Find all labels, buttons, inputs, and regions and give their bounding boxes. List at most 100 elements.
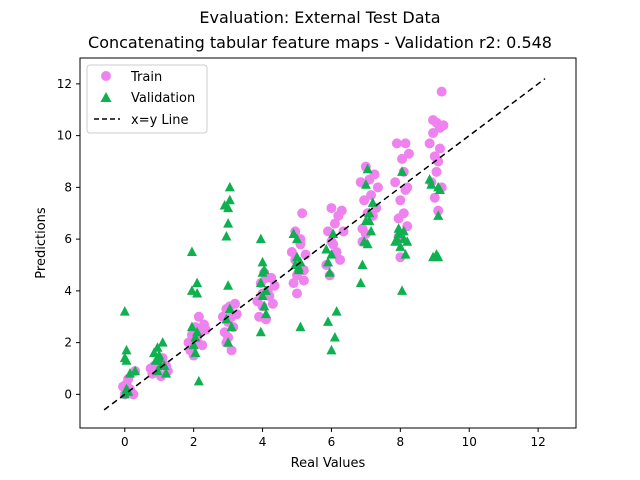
train-point <box>298 275 309 286</box>
y-tick-label: 2 <box>64 336 72 350</box>
x-axis-ticks: 0 2 4 6 8 10 12 <box>121 428 546 449</box>
validation-point <box>395 241 406 251</box>
train-point <box>286 247 297 258</box>
validation-point <box>186 321 197 332</box>
train-point <box>372 182 383 193</box>
validation-point <box>154 350 165 360</box>
validation-point <box>357 259 368 269</box>
validation-point <box>121 344 132 355</box>
validation-point <box>400 249 411 259</box>
x-tick-label: 4 <box>259 435 267 449</box>
train-point <box>329 218 340 229</box>
validation-point <box>119 306 130 316</box>
validation-point <box>161 368 172 378</box>
train-point <box>336 205 347 216</box>
validation-point <box>434 184 445 194</box>
validation-point <box>226 321 237 332</box>
legend-train-marker <box>101 71 111 81</box>
y-tick-label: 8 <box>64 180 72 194</box>
validation-point <box>397 285 408 295</box>
validation-point <box>149 347 160 357</box>
validation-point <box>259 300 270 311</box>
validation-point <box>433 251 444 262</box>
chart-subtitle: Concatenating tabular feature maps - Val… <box>88 33 552 52</box>
legend: Train Validation x=y Line <box>86 64 208 134</box>
plot-frame <box>79 57 577 429</box>
validation-point <box>223 280 234 290</box>
train-point <box>326 203 337 214</box>
validation-point <box>259 264 270 275</box>
train-point <box>395 195 406 206</box>
train-point <box>433 156 444 167</box>
x-tick-label: 0 <box>121 435 129 449</box>
train-point <box>424 138 435 149</box>
x-tick-label: 12 <box>530 435 545 449</box>
validation-point <box>323 256 333 267</box>
x-tick-label: 8 <box>397 435 405 449</box>
validation-point <box>257 290 268 301</box>
train-point <box>391 138 402 149</box>
xy-reference-line <box>103 78 546 411</box>
train-point <box>297 208 308 219</box>
validation-point <box>366 225 377 236</box>
y-axis-ticks: 0 2 4 6 8 10 12 <box>57 77 80 401</box>
validation-point <box>224 194 235 205</box>
y-tick-label: 12 <box>57 77 72 91</box>
validation-point <box>190 347 201 357</box>
validation-point <box>329 331 340 342</box>
validation-point <box>188 339 199 350</box>
validation-point <box>364 207 375 218</box>
validation-point <box>157 337 168 347</box>
validation-point <box>186 246 197 257</box>
y-tick-label: 10 <box>57 129 72 143</box>
validation-point <box>190 331 201 342</box>
validation-point <box>223 218 234 228</box>
validation-point <box>360 179 371 189</box>
train-point <box>193 311 204 322</box>
chart-title: Evaluation: External Test Data <box>199 8 440 27</box>
validation-point <box>255 326 266 337</box>
legend-validation-marker <box>100 92 112 102</box>
validation-point <box>393 228 404 238</box>
validation-point <box>326 249 337 259</box>
validation-point <box>398 225 409 236</box>
validation-point <box>130 365 141 376</box>
validation-point <box>221 231 232 241</box>
validation-point <box>331 306 342 316</box>
train-point <box>335 254 346 265</box>
train-point <box>403 148 414 159</box>
train-point <box>267 298 278 309</box>
x-tick-label: 2 <box>190 435 198 449</box>
train-point <box>402 182 413 193</box>
validation-point <box>223 202 234 213</box>
validation-point <box>186 285 197 295</box>
train-point <box>230 298 240 309</box>
validation-point <box>323 316 333 326</box>
y-tick-label: 0 <box>64 387 72 401</box>
validation-point <box>292 233 302 244</box>
x-tick-label: 10 <box>462 435 477 449</box>
train-point <box>398 208 409 219</box>
train-point <box>434 143 445 154</box>
validation-point <box>393 223 404 233</box>
validation-point <box>367 197 378 207</box>
legend-box <box>86 64 208 134</box>
validation-point <box>121 355 132 365</box>
validation-point <box>257 256 268 267</box>
validation-point <box>192 277 203 288</box>
validation-point <box>391 233 402 244</box>
validation-point <box>397 166 408 176</box>
validation-point <box>224 181 235 192</box>
validation-point <box>364 215 375 226</box>
legend-train-label: Train <box>130 70 162 85</box>
validation-point <box>255 277 266 288</box>
validation-point <box>293 264 304 275</box>
y-tick-label: 4 <box>64 284 72 298</box>
validation-point <box>362 238 373 249</box>
validation-point <box>261 308 271 319</box>
validation-point <box>324 267 335 277</box>
train-point <box>366 190 377 201</box>
y-tick-label: 6 <box>64 232 72 246</box>
validation-point <box>124 368 135 378</box>
validation-point <box>355 277 366 288</box>
